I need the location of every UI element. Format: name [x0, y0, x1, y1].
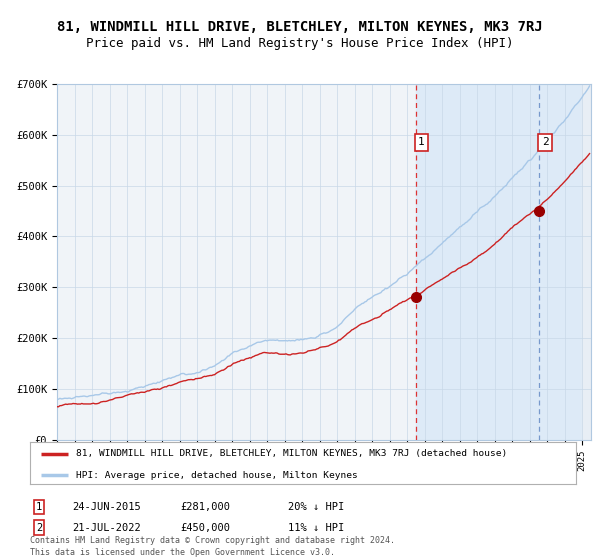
- Text: 20% ↓ HPI: 20% ↓ HPI: [288, 502, 344, 512]
- Text: 21-JUL-2022: 21-JUL-2022: [72, 522, 141, 533]
- Text: 81, WINDMILL HILL DRIVE, BLETCHLEY, MILTON KEYNES, MK3 7RJ: 81, WINDMILL HILL DRIVE, BLETCHLEY, MILT…: [57, 20, 543, 34]
- Text: Contains HM Land Registry data © Crown copyright and database right 2024.
This d: Contains HM Land Registry data © Crown c…: [30, 536, 395, 557]
- Bar: [582, 84, 600, 440]
- Text: £281,000: £281,000: [180, 502, 230, 512]
- Text: 81, WINDMILL HILL DRIVE, BLETCHLEY, MILTON KEYNES, MK3 7RJ (detached house): 81, WINDMILL HILL DRIVE, BLETCHLEY, MILT…: [76, 449, 508, 458]
- Text: Price paid vs. HM Land Registry's House Price Index (HPI): Price paid vs. HM Land Registry's House …: [86, 37, 514, 50]
- Text: 1: 1: [418, 137, 425, 147]
- Text: 1: 1: [36, 502, 42, 512]
- Text: HPI: Average price, detached house, Milton Keynes: HPI: Average price, detached house, Milt…: [76, 470, 358, 480]
- Bar: [539, 84, 600, 440]
- Text: 24-JUN-2015: 24-JUN-2015: [72, 502, 141, 512]
- Text: 11% ↓ HPI: 11% ↓ HPI: [288, 522, 344, 533]
- Text: 2: 2: [542, 137, 548, 147]
- Text: 2: 2: [36, 522, 42, 533]
- Bar: [416, 84, 600, 440]
- Text: £450,000: £450,000: [180, 522, 230, 533]
